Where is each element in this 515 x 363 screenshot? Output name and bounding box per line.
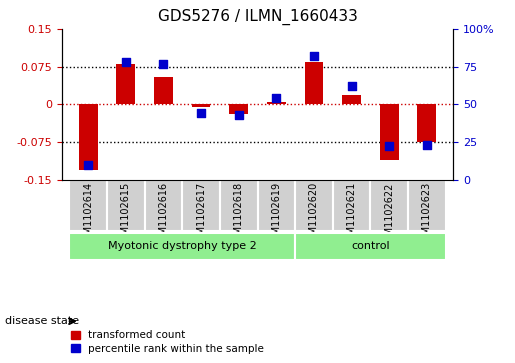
Bar <box>79 104 97 170</box>
Point <box>272 95 281 101</box>
Point <box>197 110 205 116</box>
Bar <box>267 102 286 104</box>
Text: GSM1102619: GSM1102619 <box>271 182 281 247</box>
FancyBboxPatch shape <box>107 180 145 231</box>
Text: GSM1102623: GSM1102623 <box>422 182 432 248</box>
FancyBboxPatch shape <box>295 233 445 260</box>
FancyBboxPatch shape <box>182 180 220 231</box>
Point <box>348 83 356 89</box>
Bar <box>154 77 173 104</box>
Text: GSM1102620: GSM1102620 <box>309 182 319 248</box>
Text: GSM1102622: GSM1102622 <box>384 182 394 248</box>
Text: GSM1102617: GSM1102617 <box>196 182 206 248</box>
FancyBboxPatch shape <box>333 180 370 231</box>
Point <box>385 144 393 150</box>
FancyBboxPatch shape <box>70 233 295 260</box>
FancyBboxPatch shape <box>295 180 333 231</box>
Bar <box>192 104 211 107</box>
Bar <box>380 104 399 160</box>
FancyBboxPatch shape <box>258 180 295 231</box>
Title: GDS5276 / ILMN_1660433: GDS5276 / ILMN_1660433 <box>158 9 357 25</box>
Point <box>234 112 243 118</box>
Bar <box>342 95 361 104</box>
Bar <box>304 62 323 104</box>
Legend: transformed count, percentile rank within the sample: transformed count, percentile rank withi… <box>67 326 268 358</box>
Text: disease state: disease state <box>5 316 79 326</box>
FancyBboxPatch shape <box>70 180 107 231</box>
Text: GSM1102614: GSM1102614 <box>83 182 93 247</box>
Point <box>423 142 431 148</box>
FancyBboxPatch shape <box>220 180 258 231</box>
Bar <box>229 104 248 114</box>
Text: GSM1102615: GSM1102615 <box>121 182 131 248</box>
Point <box>84 162 92 167</box>
Text: GSM1102616: GSM1102616 <box>159 182 168 247</box>
Text: Myotonic dystrophy type 2: Myotonic dystrophy type 2 <box>108 241 256 251</box>
Point <box>310 53 318 59</box>
Point <box>122 59 130 65</box>
FancyBboxPatch shape <box>408 180 445 231</box>
FancyBboxPatch shape <box>145 180 182 231</box>
Point <box>159 61 167 66</box>
Bar <box>418 104 436 142</box>
Text: GSM1102621: GSM1102621 <box>347 182 356 248</box>
Bar <box>116 64 135 104</box>
Text: GSM1102618: GSM1102618 <box>234 182 244 247</box>
FancyBboxPatch shape <box>370 180 408 231</box>
Text: control: control <box>351 241 390 251</box>
